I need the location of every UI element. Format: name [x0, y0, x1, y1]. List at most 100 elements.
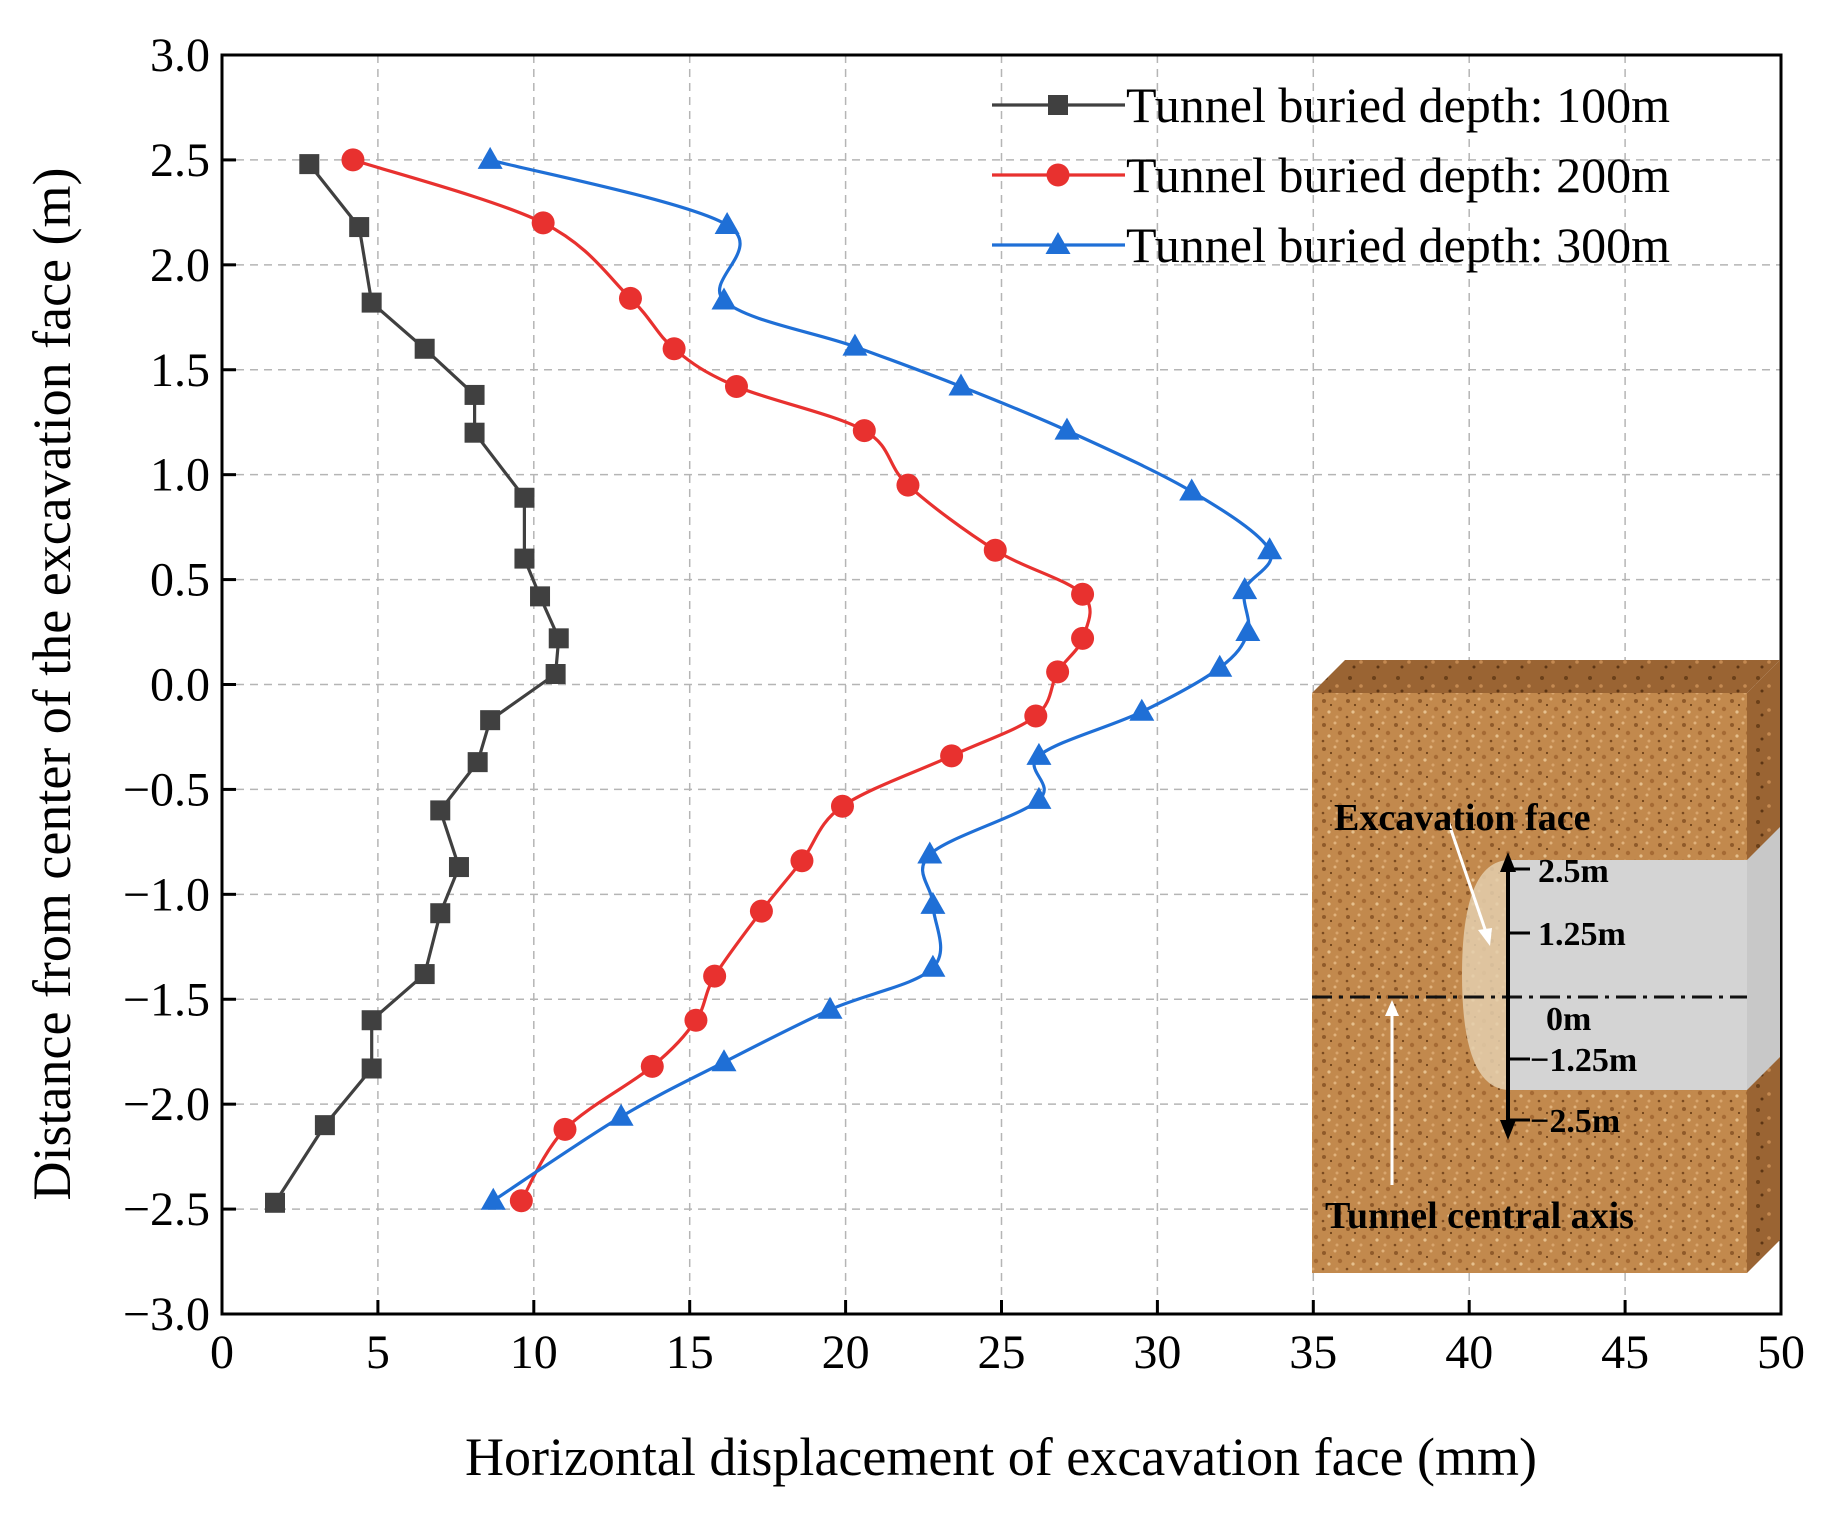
inset-tick-label: 2.5m — [1538, 853, 1609, 890]
data-point — [703, 964, 727, 988]
data-point — [265, 1192, 286, 1213]
data-point — [948, 373, 974, 396]
data-point — [724, 375, 748, 399]
x-tick-label: 20 — [822, 1326, 870, 1379]
y-tick-label: 0.0 — [150, 659, 210, 712]
series-square — [265, 154, 569, 1213]
x-tick-label: 5 — [366, 1326, 390, 1379]
data-point — [640, 1054, 664, 1078]
data-point — [509, 1189, 533, 1213]
inset-tunnel-depth — [1747, 827, 1780, 1090]
inset-tick-label: −2.5m — [1530, 1103, 1620, 1140]
data-point — [662, 337, 686, 361]
series-layer — [265, 146, 1283, 1213]
data-point — [464, 422, 485, 443]
y-tick-label: −1.5 — [123, 973, 210, 1026]
data-point — [1026, 742, 1052, 765]
legend-label: Tunnel buried depth: 100m — [1126, 77, 1670, 133]
data-point — [1024, 704, 1048, 728]
data-point — [817, 996, 843, 1019]
inset-central-axis-label: Tunnel central axis — [1325, 1195, 1634, 1237]
data-point — [917, 841, 943, 864]
data-point — [361, 292, 382, 313]
data-point — [480, 1187, 506, 1210]
data-point — [749, 899, 773, 923]
inset-tick-label: 1.25m — [1538, 916, 1626, 953]
data-point — [1129, 698, 1155, 721]
inset-soil-top — [1312, 660, 1780, 693]
data-point — [940, 744, 964, 768]
data-point — [714, 211, 740, 234]
y-tick-label: −2.0 — [123, 1078, 210, 1131]
x-tick-label: 30 — [1133, 1326, 1181, 1379]
legend-marker — [1046, 163, 1070, 187]
data-point — [1235, 619, 1261, 642]
data-point — [1179, 478, 1205, 501]
y-tick-label: 1.5 — [150, 344, 210, 397]
data-point — [553, 1117, 577, 1141]
series-triangle — [477, 146, 1283, 1210]
series-line — [489, 158, 1273, 1203]
data-point — [467, 752, 488, 773]
data-point — [299, 154, 320, 175]
data-point — [414, 964, 435, 985]
data-point — [430, 903, 451, 924]
inset-face-pointer — [1445, 817, 1490, 939]
inset-face-pointer-head — [1478, 928, 1492, 946]
axes-layer: 0 5 10 15 20 25 30 35 40 45 50 −3.0 −2.5 −2.0 −1.5 −1.0… — [123, 29, 1805, 1379]
inset-tick-label: 0m — [1546, 1001, 1591, 1038]
series-line — [352, 158, 1092, 1202]
data-point — [361, 1010, 382, 1031]
data-point — [1232, 577, 1258, 600]
data-point — [545, 664, 566, 685]
data-point — [341, 148, 365, 172]
data-point — [548, 628, 569, 649]
data-point — [477, 146, 503, 169]
data-point — [608, 1103, 634, 1126]
data-point — [1071, 582, 1095, 606]
y-tick-label: −3.0 — [123, 1288, 210, 1341]
data-point — [1257, 537, 1283, 560]
data-point — [920, 954, 946, 977]
x-tick-label: 50 — [1757, 1326, 1805, 1379]
data-point — [711, 1049, 737, 1072]
data-point — [711, 287, 737, 310]
data-point — [920, 891, 946, 914]
inset-tick-marks — [1508, 867, 1530, 1122]
y-axis-title: Distance from center of the excavation f… — [22, 168, 82, 1201]
data-point — [1046, 660, 1070, 684]
data-point — [514, 487, 535, 508]
x-tick-label: 35 — [1289, 1326, 1337, 1379]
inset-tick-label: −1.25m — [1530, 1042, 1637, 1079]
legend-marker — [1048, 95, 1068, 115]
y-tick-label: −1.0 — [123, 868, 210, 921]
x-tick-label: 45 — [1601, 1326, 1649, 1379]
y-tick-label: 1.0 — [150, 449, 210, 502]
y-tick-label: 3.0 — [150, 29, 210, 82]
data-point — [361, 1058, 382, 1079]
data-point — [790, 849, 814, 873]
legend-label: Tunnel buried depth: 300m — [1126, 217, 1670, 273]
series-line — [273, 163, 561, 1204]
series-circle — [341, 148, 1095, 1213]
data-point — [480, 710, 501, 731]
x-tick-label: 40 — [1445, 1326, 1493, 1379]
data-point — [983, 538, 1007, 562]
data-point — [448, 857, 469, 878]
y-tick-label: 0.5 — [150, 554, 210, 607]
data-point — [531, 211, 555, 235]
inset-arrow-down — [1500, 1120, 1516, 1140]
x-tick-label: 0 — [210, 1326, 234, 1379]
data-point — [842, 333, 868, 356]
inset-excavation-face-label: Excavation face — [1334, 797, 1590, 839]
inset-excavation-face-shape — [1462, 860, 1510, 1090]
data-point — [530, 586, 551, 607]
data-point — [1071, 626, 1095, 650]
inset-axis-pointer-head — [1385, 1000, 1399, 1016]
x-axis-title: Horizontal displacement of excavation fa… — [465, 1427, 1537, 1487]
legend-marker — [1045, 232, 1071, 254]
data-point — [349, 217, 370, 238]
data-point — [830, 794, 854, 818]
data-point — [1207, 654, 1233, 677]
